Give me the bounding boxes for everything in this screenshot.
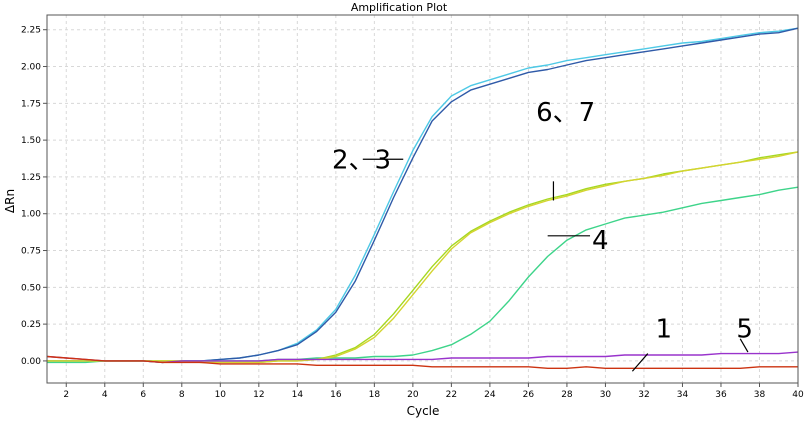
y-tick-label: 0.25 [21,320,41,330]
x-tick-label: 40 [792,390,804,400]
series-line-5 [47,151,799,364]
x-tick-label: 16 [330,390,342,400]
y-axis-label: ΔRn [3,189,17,213]
y-tick-label: 0.50 [21,283,41,293]
x-tick-label: 14 [292,390,304,400]
grid [47,15,799,383]
x-tick-label: 8 [179,390,185,400]
y-tick-label: 1.75 [21,99,41,109]
series-line-7 [46,355,798,369]
x-tick-label: 18 [369,390,381,400]
x-tick-label: 28 [561,390,573,400]
x-tick-label: 20 [407,390,419,400]
x-axis-ticks: 2 4 6 8 10 12 14 16 18 20 22 24 26 28 30 32 34 36 38 40 [63,383,804,400]
x-tick-label: 30 [600,390,612,400]
y-tick-label: 1.00 [21,210,41,220]
x-tick-label: 10 [215,390,227,400]
y-tick-label: 2.25 [21,26,41,36]
annotation-leader-4 [631,353,649,372]
plot-frame [46,14,799,384]
annotation-label-1: 2、3 [332,145,391,175]
y-tick-label: 0.00 [21,357,41,367]
annotation-label-4: 1 [656,315,673,345]
x-tick-label: 6 [140,390,146,400]
annotation-leader-5 [739,338,749,353]
y-tick-label: 1.25 [21,173,41,183]
x-tick-label: 36 [715,390,727,400]
x-tick-label: 32 [638,390,649,400]
x-tick-label: 26 [523,390,535,400]
series-line-6 [46,351,799,364]
x-tick-label: 4 [102,390,108,400]
chart-title: Amplification Plot [351,1,448,14]
x-tick-label: 34 [677,390,689,400]
y-tick-label: 1.50 [21,136,41,146]
series-group [46,27,799,369]
annotations: 2、3 6、7 4 1 5 [332,98,753,372]
y-tick-label: 2.00 [21,63,41,73]
x-tick-label: 2 [63,390,69,400]
x-axis-label: Cycle [407,404,440,418]
x-tick-label: 24 [484,390,496,400]
y-tick-label: 0.75 [21,247,41,257]
x-tick-label: 38 [754,390,766,400]
x-tick-label: 22 [446,390,457,400]
annotation-label-5: 5 [736,315,753,345]
annotation-label-2: 6、7 [536,98,595,128]
x-tick-label: 12 [253,390,264,400]
y-axis-ticks: 0.00 0.25 0.50 0.75 1.00 1.25 1.50 1.75 2.00 2.25 [21,26,47,367]
annotation-label-3: 4 [592,226,609,256]
